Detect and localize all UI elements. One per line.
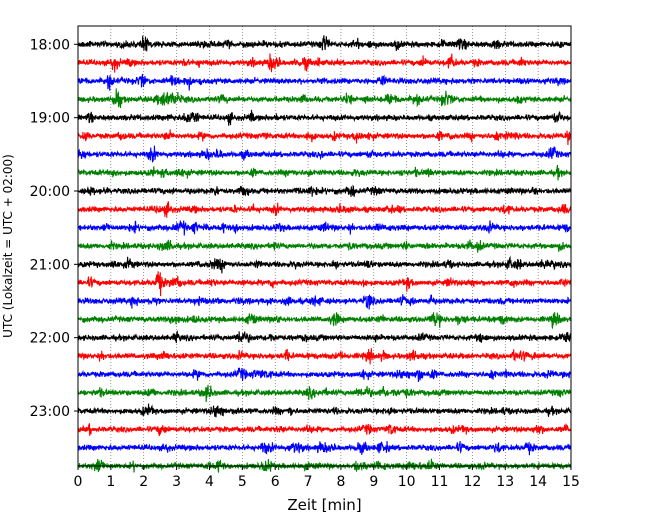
y-tick-label-2: 20:00 [30,184,70,200]
trace-2215 [77,348,572,365]
y-tick-label-4: 22:00 [30,331,70,347]
trace-2115 [77,271,572,297]
trace-2300 [77,403,572,418]
trace-2315 [77,423,572,437]
x-tick-label-7: 7 [304,474,313,490]
trace-2245 [77,384,572,403]
y-axis-ticks: 18:00 19:00 20:00 21:00 22:00 23:00 [30,37,78,420]
x-tick-label-4: 4 [205,474,214,490]
trace-1930 [77,145,572,163]
x-tick-label-6: 6 [271,474,280,490]
x-axis-label: Zeit [min] [287,496,361,514]
trace-2045 [77,239,572,253]
y-tick-label-5: 23:00 [30,404,70,420]
trace-1800 [77,35,572,52]
y-tick-label-3: 21:00 [30,257,70,273]
trace-1945 [77,164,572,181]
trace-2145 [77,312,572,330]
trace-1915 [77,129,572,145]
trace-2100 [77,255,572,274]
plot-frame [77,25,572,467]
traces-group [77,35,572,473]
x-tick-label-10: 10 [398,474,416,490]
x-tick-label-15: 15 [562,474,580,490]
y-tick-label-1: 19:00 [30,111,70,127]
trace-2000 [77,184,572,197]
x-tick-label-14: 14 [529,474,547,490]
trace-2330 [77,440,572,456]
x-tick-label-5: 5 [238,474,247,490]
trace-1845 [77,88,572,108]
x-tick-label-9: 9 [369,474,378,490]
trace-2345 [77,458,572,473]
x-tick-label-11: 11 [431,474,449,490]
trace-2130 [77,294,572,310]
x-tick-label-3: 3 [172,474,181,490]
trace-1830 [77,74,572,91]
x-tick-label-0: 0 [74,474,83,490]
x-tick-label-12: 12 [463,474,481,490]
y-tick-label-0: 18:00 [30,37,70,53]
x-tick-label-1: 1 [106,474,115,490]
x-tick-label-2: 2 [139,474,148,490]
trace-1900 [77,109,572,126]
trace-2200 [77,330,572,344]
trace-2030 [77,220,572,236]
x-axis-ticks: 0 1 2 3 4 5 6 7 8 9 10 11 12 13 14 15 [74,466,580,490]
y-axis-label: UTC (Lokalzeit = UTC + 02:00) [1,154,15,338]
trace-2230 [77,367,572,382]
x-tick-label-13: 13 [496,474,514,490]
x-tick-label-8: 8 [336,474,345,490]
trace-1815 [77,53,572,73]
trace-2015 [77,201,572,218]
